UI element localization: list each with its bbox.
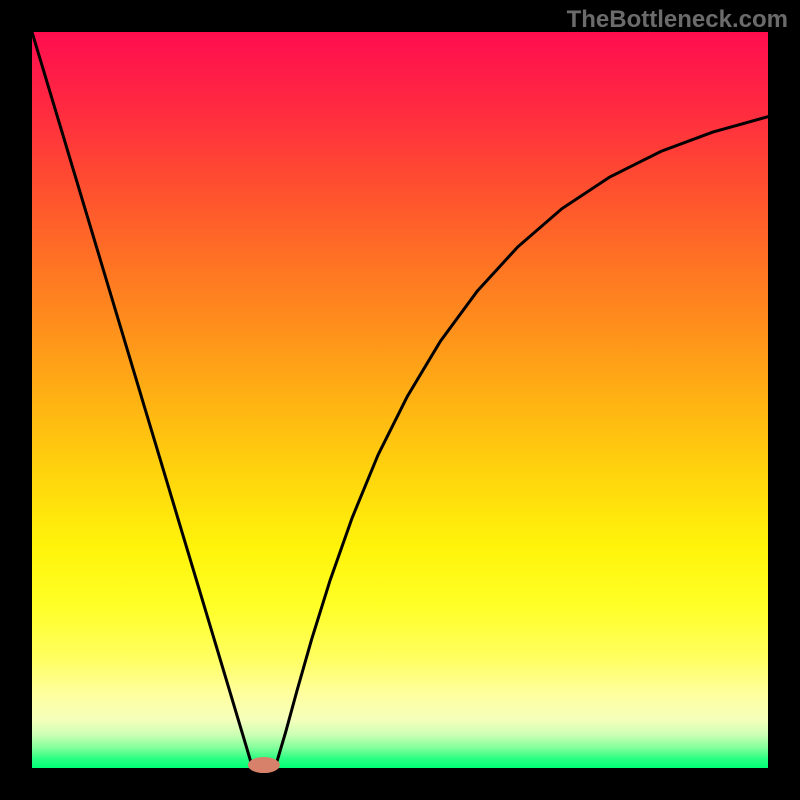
bottleneck-chart [0,0,800,800]
chart-container [0,0,800,800]
optimal-marker [248,757,280,773]
watermark-text: TheBottleneck.com [567,6,788,34]
